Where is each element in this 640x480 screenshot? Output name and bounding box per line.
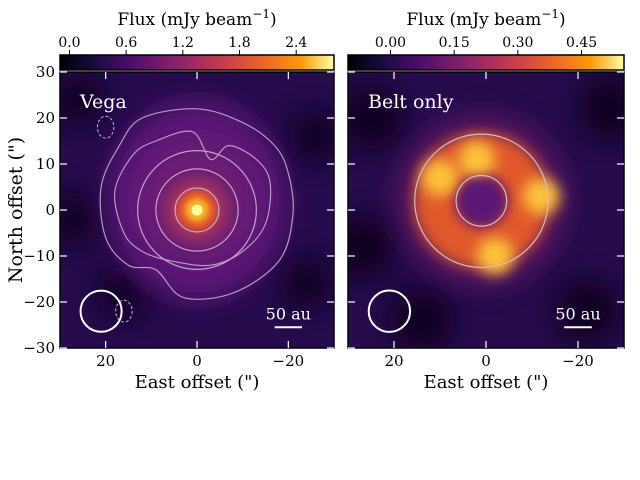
panel-1-contour-outer — [414, 133, 549, 269]
panel-0-x-tick-label: −20 — [273, 352, 305, 370]
panel-0-colorbar-tick-label: 0.0 — [58, 35, 80, 51]
panel-0-colorbar-tick-label: 1.8 — [228, 35, 250, 51]
panel-0-image — [60, 72, 334, 348]
panel-0-y-tick-label: −30 — [23, 339, 55, 357]
panel-0-y-tick-label: −10 — [23, 247, 55, 265]
panel-0-contour-inner — [174, 187, 220, 233]
panel-0-x-axis-label: East offset (") — [135, 372, 260, 393]
panel-0-dark-region — [60, 72, 106, 127]
panel-0-contour-inner — [155, 168, 239, 252]
y-axis-label: North offset (") — [5, 137, 27, 283]
panel-0-negative-contour — [115, 299, 133, 323]
panel-0-colorbar-tick-label: 0.6 — [115, 35, 137, 51]
panel-0-dark-region — [288, 109, 334, 164]
panel-0-label: Vega — [79, 91, 127, 113]
panel-1-beam-ellipse — [367, 289, 412, 333]
panel-1-x-tick-label: 0 — [481, 352, 491, 370]
panel-1-dark-region — [389, 288, 454, 348]
panel-0-y-tick-label: 0 — [45, 201, 55, 219]
panel-0-y-tick-label: 20 — [36, 109, 55, 127]
panel-1-x-tick-label: 20 — [384, 352, 403, 370]
panel-1-colorbar — [347, 54, 625, 71]
panel-0-dark-region — [279, 256, 334, 311]
panel-1-dark-region — [348, 214, 394, 279]
panel-0-colorbar-tick-label: 2.4 — [285, 35, 307, 51]
panel-1-belt-cavity — [459, 178, 504, 223]
panel-0-dark-region — [96, 265, 152, 321]
panel-1-belt-clump — [421, 159, 459, 197]
panel-1-label: Belt only — [368, 91, 454, 113]
panel-1-colorbar-tick-label: 0.00 — [375, 35, 406, 51]
panel-1-colorbar-label: Flux (mJy beam−1) — [406, 7, 565, 30]
panel-1-scalebar-label: 50 au — [555, 304, 600, 323]
panel-0-x-tick-label: 20 — [96, 352, 115, 370]
panel-0-y-tick-label: −20 — [23, 293, 55, 311]
panel-0-beam-ellipse — [79, 289, 123, 333]
panel-1-belt-clump — [476, 237, 514, 275]
panel-1-belt-clump — [458, 141, 496, 178]
panel-1-belt-clump — [522, 177, 560, 215]
panel-1-x-axis-label: East offset (") — [424, 372, 549, 393]
panel-0-colorbar-tick-label: 1.2 — [172, 35, 194, 51]
panel-0-y-tick-label: 30 — [36, 63, 55, 81]
panel-1-colorbar-tick-label: 0.15 — [439, 35, 470, 51]
panel-0-dark-region — [60, 191, 102, 247]
panel-1-dark-region — [578, 76, 624, 141]
panel-vega: 0.0 0.6 1.2 1.8 2.4 Flux (mJy beam−1) Vega 50 a… — [23, 7, 335, 393]
panel-0-colorbar — [59, 54, 335, 71]
panel-0-negative-contour — [96, 115, 115, 139]
panel-0-contour-inner — [137, 150, 257, 270]
panel-0-colorbar-label: Flux (mJy beam−1) — [117, 7, 276, 30]
panel-1-x-tick-label: −20 — [562, 352, 594, 370]
panel-0-x-tick-label: 0 — [192, 352, 202, 370]
panel-1-colorbar-tick-label: 0.45 — [566, 35, 597, 51]
panel-1-contour-inner — [455, 174, 508, 227]
panel-0-scalebar-label: 50 au — [266, 304, 311, 323]
panel-0-y-tick-label: 10 — [36, 155, 55, 173]
panel-1-colorbar-tick-label: 0.30 — [502, 35, 533, 51]
panel-0-contour-outer — [99, 108, 294, 300]
panel-0-star-peak — [191, 204, 203, 216]
panel-0-contour-outer — [113, 130, 272, 267]
panel-1-dark-region — [348, 85, 404, 151]
